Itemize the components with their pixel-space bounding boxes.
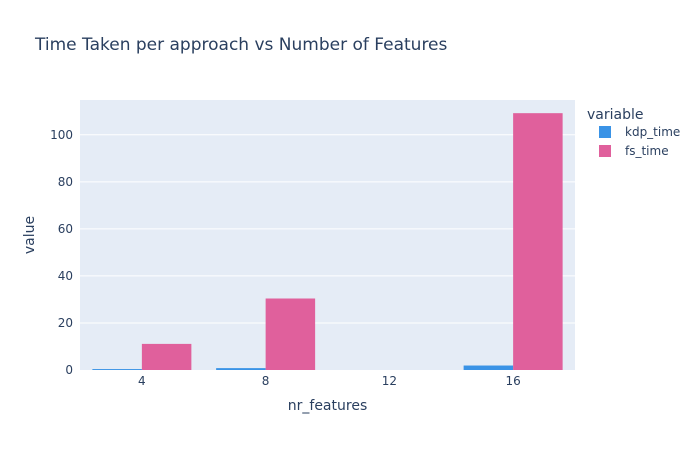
- bar-fs_time-4: [141, 343, 192, 370]
- bar-fs_time-16: [513, 113, 563, 371]
- legend: variable kdp_time fs_time: [587, 107, 680, 158]
- gridlines: [80, 134, 575, 324]
- chart-title: Time Taken per approach vs Number of Fea…: [34, 35, 448, 55]
- x-tick-label: 8: [262, 374, 270, 388]
- bar-fs_time-8: [265, 298, 316, 370]
- legend-label-fs_time[interactable]: fs_time: [625, 144, 669, 158]
- y-axis-title: value: [22, 216, 38, 254]
- y-tick-label: 40: [58, 269, 73, 283]
- y-tick-label: 80: [58, 175, 73, 189]
- y-tick-label: 100: [50, 128, 73, 142]
- bars: [92, 113, 563, 371]
- x-tick-label: 16: [505, 374, 520, 388]
- x-tick-label: 12: [382, 374, 397, 388]
- y-tick-label: 0: [65, 363, 73, 377]
- legend-label-kdp_time[interactable]: kdp_time: [625, 125, 680, 139]
- legend-title: variable: [587, 107, 643, 123]
- x-tick-labels: 4 8 12 16: [138, 374, 521, 388]
- y-tick-label: 60: [58, 222, 73, 236]
- bar-kdp_time-16: [463, 365, 514, 370]
- plot-area: [80, 100, 575, 370]
- y-tick-label: 20: [58, 316, 73, 330]
- legend-swatch-kdp_time[interactable]: [599, 126, 611, 138]
- legend-swatch-fs_time[interactable]: [599, 145, 611, 157]
- x-axis-title: nr_features: [288, 398, 367, 414]
- x-tick-label: 4: [138, 374, 146, 388]
- bar-kdp_time-8: [216, 368, 266, 370]
- bar-kdp_time-4: [92, 369, 142, 370]
- y-tick-labels: 0 20 40 60 80 100: [50, 128, 73, 377]
